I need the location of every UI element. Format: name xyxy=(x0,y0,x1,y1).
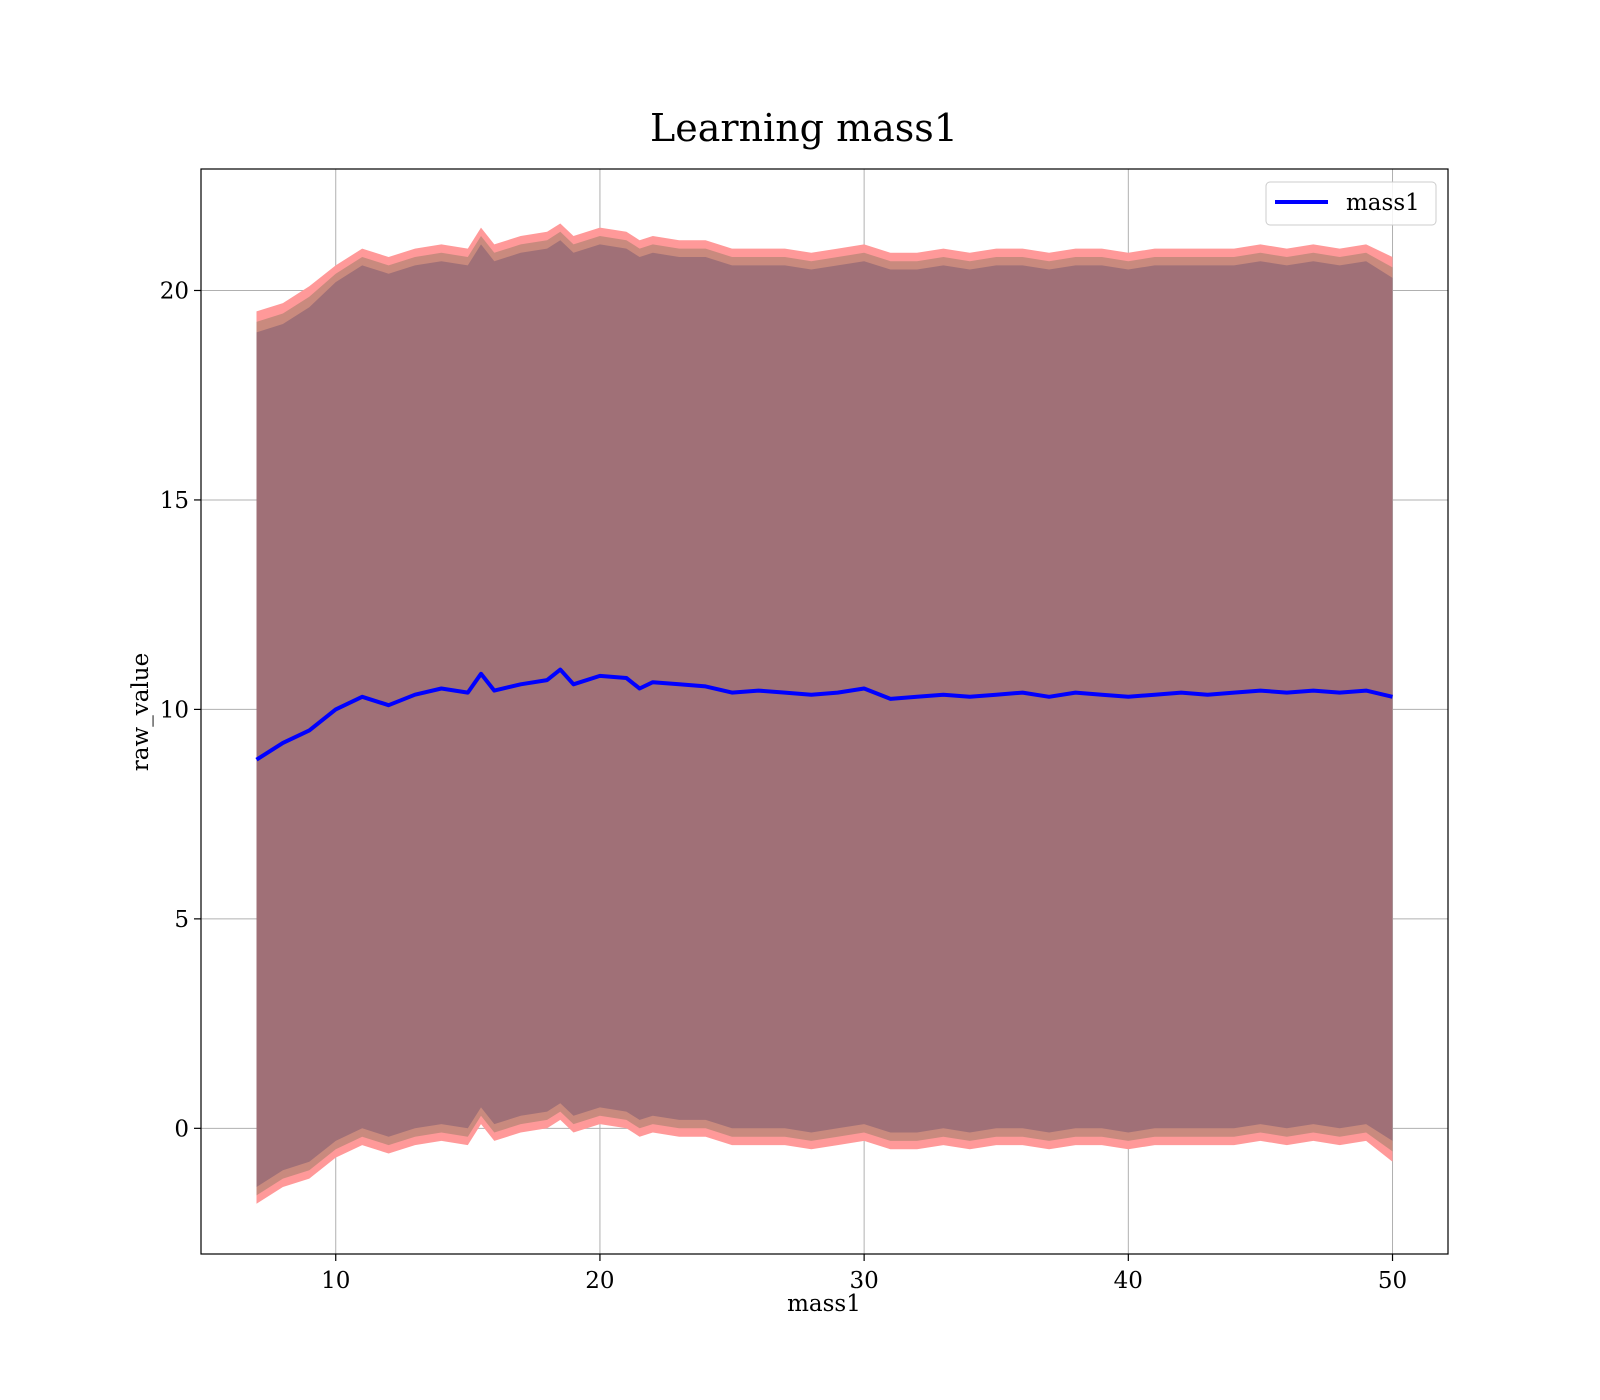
y-tick-label-5: 5 xyxy=(174,907,189,933)
legend-label-mass1: mass1 xyxy=(1346,190,1420,216)
x-tick-label-10: 10 xyxy=(321,1268,350,1294)
x-axis-label: mass1 xyxy=(787,1291,861,1317)
plot-frame xyxy=(200,168,1449,1255)
x-tick-label-30: 30 xyxy=(849,1268,878,1294)
y-axis-label: raw_value xyxy=(128,653,154,771)
x-tick-label-20: 20 xyxy=(585,1268,614,1294)
confidence-bands xyxy=(256,223,1393,1204)
y-tick-label-20: 20 xyxy=(160,278,189,304)
x-axis-ticks: 10 20 30 40 50 xyxy=(321,1254,1407,1294)
legend: mass1 xyxy=(1265,181,1437,226)
series-line-mass1 xyxy=(255,667,1393,762)
x-tick-label-40: 40 xyxy=(1114,1268,1143,1294)
y-tick-label-0: 0 xyxy=(174,1116,189,1142)
y-axis-ticks: 0 5 10 15 20 xyxy=(160,278,201,1142)
x-tick-label-50: 50 xyxy=(1378,1268,1407,1294)
y-tick-label-15: 15 xyxy=(160,488,189,514)
series-lines xyxy=(255,667,1393,762)
legend-box xyxy=(1265,181,1437,226)
chart-title: Learning mass1 xyxy=(650,106,958,150)
y-tick-label-10: 10 xyxy=(160,697,189,723)
band-inner xyxy=(256,240,1393,1187)
